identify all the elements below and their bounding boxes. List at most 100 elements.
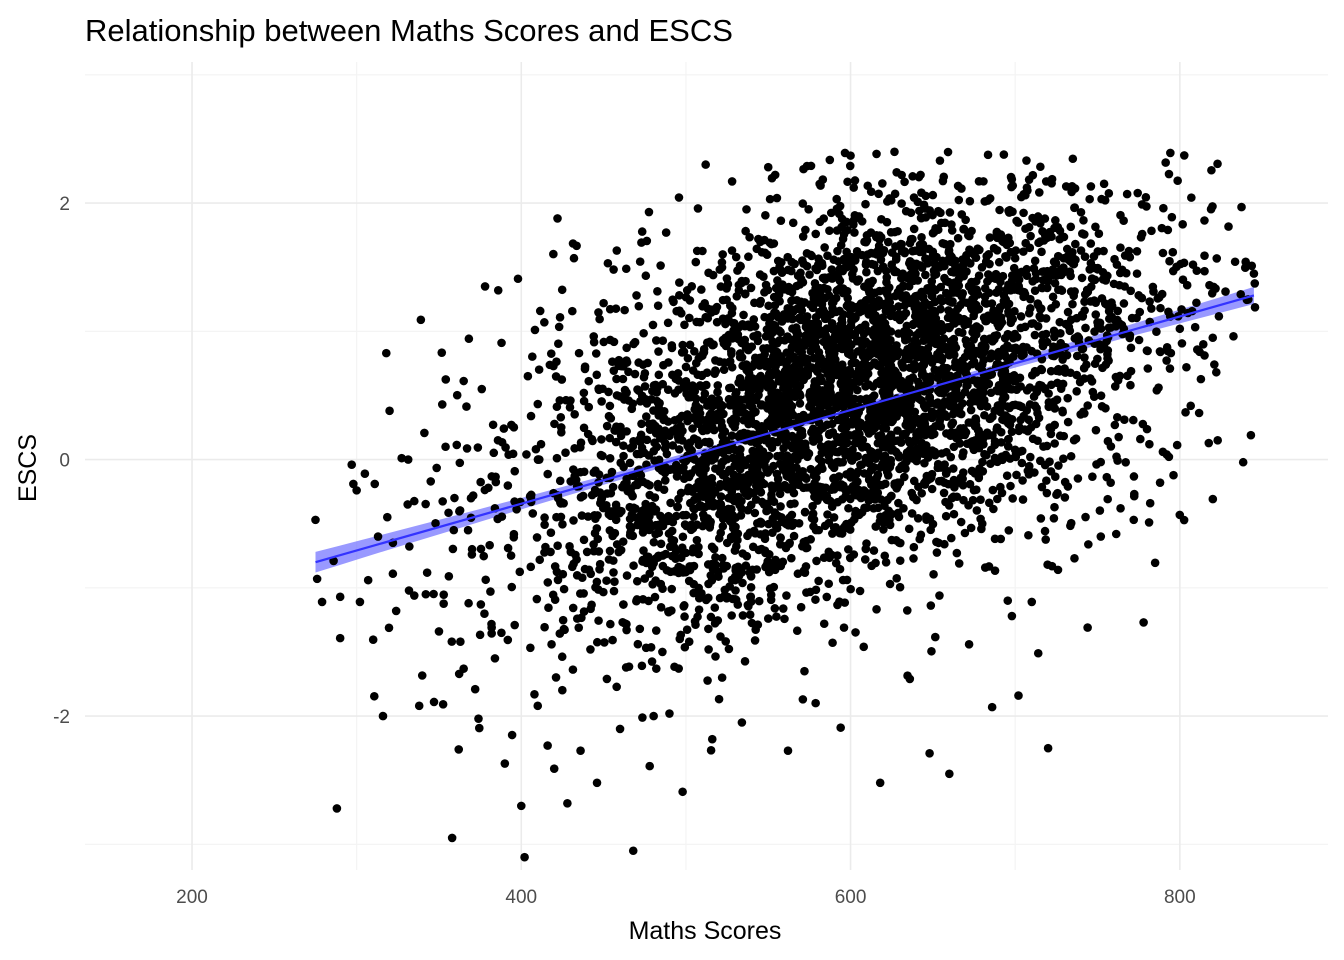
scatter-point: [894, 498, 903, 508]
scatter-point: [565, 403, 575, 412]
scatter-point: [760, 435, 770, 445]
scatter-point: [678, 510, 688, 520]
scatter-point: [429, 697, 439, 707]
scatter-point: [776, 533, 785, 542]
scatter-point: [1080, 306, 1089, 315]
scatter-point: [497, 512, 507, 521]
scatter-point: [954, 195, 964, 205]
scatter-point: [744, 454, 754, 464]
scatter-point: [690, 455, 700, 464]
scatter-point: [530, 325, 540, 335]
scatter-point: [764, 301, 773, 311]
scatter-point: [936, 326, 946, 336]
scatter-point: [571, 550, 580, 560]
scatter-point: [592, 370, 602, 380]
scatter-point: [1230, 257, 1240, 267]
scatter-point: [726, 532, 736, 542]
scatter-point: [987, 702, 997, 712]
scatter-point: [761, 548, 770, 558]
scatter-point: [658, 647, 667, 657]
scatter-point: [750, 322, 760, 331]
scatter-point: [803, 334, 812, 344]
scatter-point: [698, 382, 708, 391]
scatter-point: [767, 239, 776, 249]
scatter-point: [825, 155, 835, 165]
scatter-point: [959, 225, 968, 234]
scatter-point: [787, 401, 797, 411]
scatter-point: [862, 503, 872, 512]
scatter-point: [1179, 151, 1189, 160]
scatter-point: [409, 496, 419, 506]
scatter-point: [1066, 271, 1075, 281]
scatter-point: [841, 450, 850, 460]
scatter-point: [1088, 387, 1098, 397]
scatter-point: [335, 592, 345, 602]
scatter-point: [994, 284, 1004, 294]
scatter-point: [994, 401, 1003, 410]
scatter-point: [689, 544, 698, 553]
scatter-point: [615, 392, 625, 401]
scatter-point: [621, 264, 631, 274]
scatter-point: [378, 711, 388, 721]
scatter-point: [659, 415, 668, 425]
scatter-point: [1206, 204, 1216, 214]
scatter-point: [909, 347, 919, 356]
scatter-point: [1168, 247, 1178, 257]
scatter-point: [709, 425, 719, 435]
scatter-point: [1103, 494, 1113, 504]
scatter-point: [592, 637, 602, 647]
scatter-point: [825, 449, 834, 458]
scatter-point: [612, 682, 621, 692]
scatter-point: [806, 250, 816, 260]
scatter-point: [676, 488, 686, 498]
scatter-point: [605, 304, 615, 314]
scatter-point: [979, 334, 989, 344]
scatter-point: [742, 205, 751, 214]
scatter-point: [851, 628, 860, 637]
scatter-point: [759, 422, 769, 432]
scatter-point: [576, 746, 585, 756]
scatter-point: [853, 385, 862, 395]
scatter-point: [854, 423, 864, 433]
scatter-point: [992, 494, 1002, 504]
scatter-point: [897, 170, 906, 180]
scatter-point: [686, 525, 696, 535]
scatter-point: [808, 434, 818, 443]
scatter-point: [1066, 521, 1075, 531]
scatter-point: [890, 407, 899, 416]
scatter-point: [852, 469, 861, 479]
scatter-point: [557, 285, 567, 295]
scatter-point: [441, 375, 451, 384]
scatter-point: [695, 468, 705, 477]
scatter-point: [546, 547, 555, 557]
scatter-point: [930, 259, 939, 268]
scatter-point: [1034, 413, 1044, 423]
scatter-point: [544, 603, 553, 613]
scatter-point: [927, 291, 937, 301]
scatter-point: [763, 162, 773, 172]
scatter-point: [1005, 454, 1015, 463]
scatter-point: [651, 664, 661, 673]
scatter-point: [988, 485, 998, 495]
scatter-point: [1138, 419, 1148, 429]
scatter-point: [728, 303, 737, 313]
scatter-point: [815, 217, 825, 227]
scatter-point: [584, 402, 594, 412]
scatter-point: [863, 469, 873, 479]
scatter-point: [639, 372, 649, 382]
scatter-point: [927, 646, 936, 656]
scatter-point: [940, 273, 949, 283]
scatter-point: [990, 566, 1000, 575]
scatter-point: [335, 633, 345, 643]
scatter-point: [828, 638, 837, 648]
scatter-point: [1035, 380, 1044, 390]
scatter-point: [535, 306, 545, 316]
scatter-point: [759, 479, 769, 489]
scatter-point: [680, 520, 690, 529]
scatter-point: [878, 356, 888, 366]
scatter-point: [553, 541, 562, 551]
scatter-point: [745, 568, 755, 577]
scatter-point: [508, 449, 518, 459]
scatter-point: [645, 761, 655, 771]
